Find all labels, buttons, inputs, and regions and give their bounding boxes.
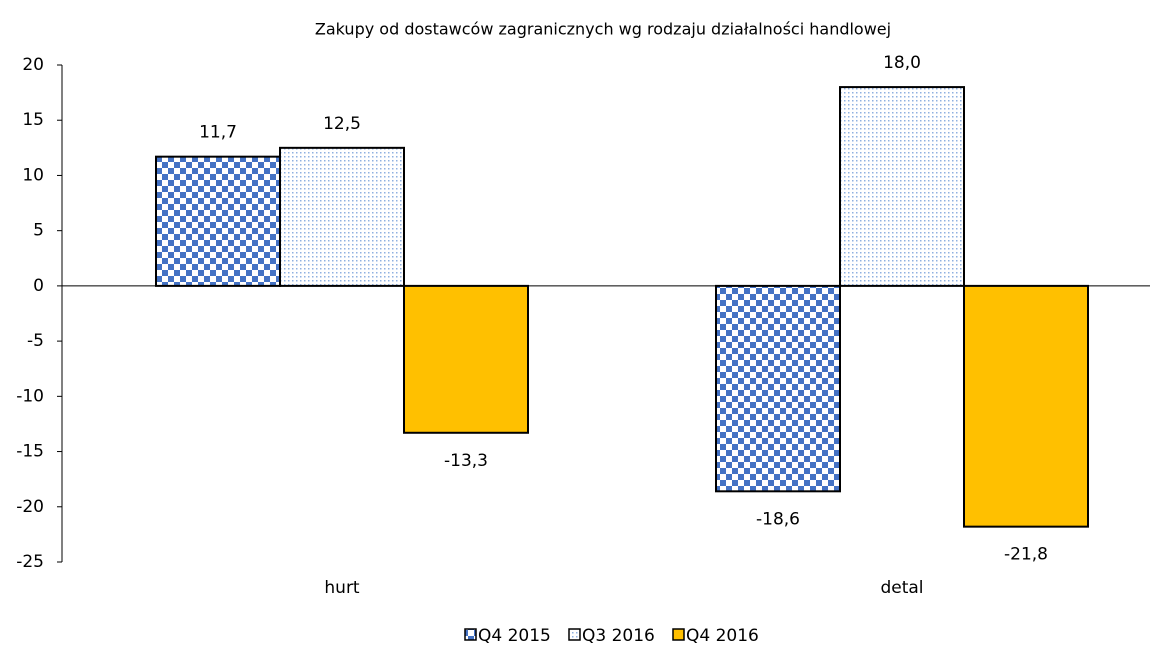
data-label: 12,5 <box>323 114 361 134</box>
y-tick-label: 15 <box>22 110 44 130</box>
data-label: -21,8 <box>1004 545 1048 565</box>
chart-title: Zakupy od dostawców zagranicznych wg rod… <box>315 20 891 39</box>
legend-swatch <box>672 628 685 641</box>
bar <box>279 146 405 287</box>
bar <box>403 284 529 434</box>
bar <box>963 284 1089 528</box>
data-label: -13,3 <box>444 451 488 471</box>
x-tick-label: detal <box>880 578 923 598</box>
y-tick-label: -20 <box>16 497 44 517</box>
bar <box>715 284 841 493</box>
y-tick-label: 0 <box>33 276 44 296</box>
y-tick-label: -25 <box>16 552 44 572</box>
y-tick-label: -15 <box>16 442 44 462</box>
y-tick-label: -10 <box>16 386 44 406</box>
bar <box>839 86 965 287</box>
legend-swatch <box>568 628 581 641</box>
data-label: -18,6 <box>756 509 800 529</box>
y-tick-label: 5 <box>33 221 44 241</box>
y-tick-label: 10 <box>22 165 44 185</box>
legend-label: Q4 2016 <box>686 626 759 646</box>
y-tick-label: -5 <box>27 331 44 351</box>
y-tick-label: 20 <box>22 55 44 75</box>
legend-swatch <box>464 628 477 641</box>
bar <box>155 155 281 287</box>
data-label: 18,0 <box>883 53 921 73</box>
legend-label: Q4 2015 <box>478 626 551 646</box>
data-label: 11,7 <box>199 123 237 143</box>
legend-label: Q3 2016 <box>582 626 655 646</box>
x-tick-label: hurt <box>324 578 360 598</box>
